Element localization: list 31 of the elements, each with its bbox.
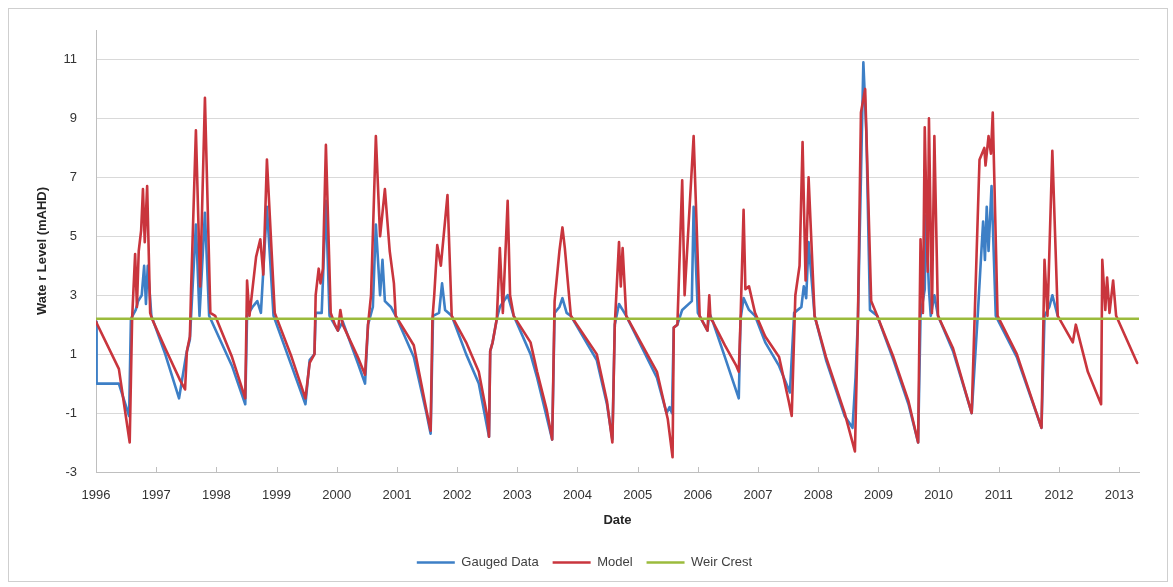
x-tick-label: 2000 <box>322 487 352 503</box>
x-tick-label: 2004 <box>563 487 592 503</box>
y-tick-label: 3 <box>69 286 77 302</box>
y-tick-label: 1 <box>69 345 77 361</box>
x-tick-label: 1997 <box>141 487 171 503</box>
y-tick-label: -3 <box>65 463 77 479</box>
x-tick-label: 1999 <box>262 487 292 503</box>
y-axis-title: Wate r Level (mAHD) <box>34 186 50 316</box>
x-tick-label: 2010 <box>924 487 954 503</box>
x-tick-label: 2001 <box>382 487 412 503</box>
y-tick-label: 7 <box>69 168 77 184</box>
x-tick-label: 2013 <box>1104 487 1134 503</box>
x-tick-label: 2003 <box>502 487 532 503</box>
x-tick-label: 1998 <box>201 487 231 503</box>
x-tick-label: 2011 <box>984 487 1013 503</box>
y-tick-label: 9 <box>69 109 77 125</box>
x-tick-label: 2007 <box>743 487 773 503</box>
x-tick-label: 2005 <box>623 487 653 503</box>
y-tick-label: 11 <box>63 51 77 67</box>
x-tick-label: 2006 <box>683 487 713 503</box>
x-tick-label: 2008 <box>803 487 833 503</box>
x-tick-label: 2012 <box>1044 487 1074 503</box>
x-tick-label: 1996 <box>81 487 111 503</box>
x-axis-title: Date <box>603 511 632 527</box>
y-tick-label: -1 <box>65 404 77 420</box>
x-tick-label: 2002 <box>442 487 472 503</box>
x-tick-label: 2009 <box>863 487 893 503</box>
legend-label: Gauged Data <box>461 554 540 570</box>
y-tick-label: 5 <box>69 227 77 243</box>
legend-label: Model <box>597 554 633 570</box>
legend-label: Weir Crest <box>691 554 753 570</box>
